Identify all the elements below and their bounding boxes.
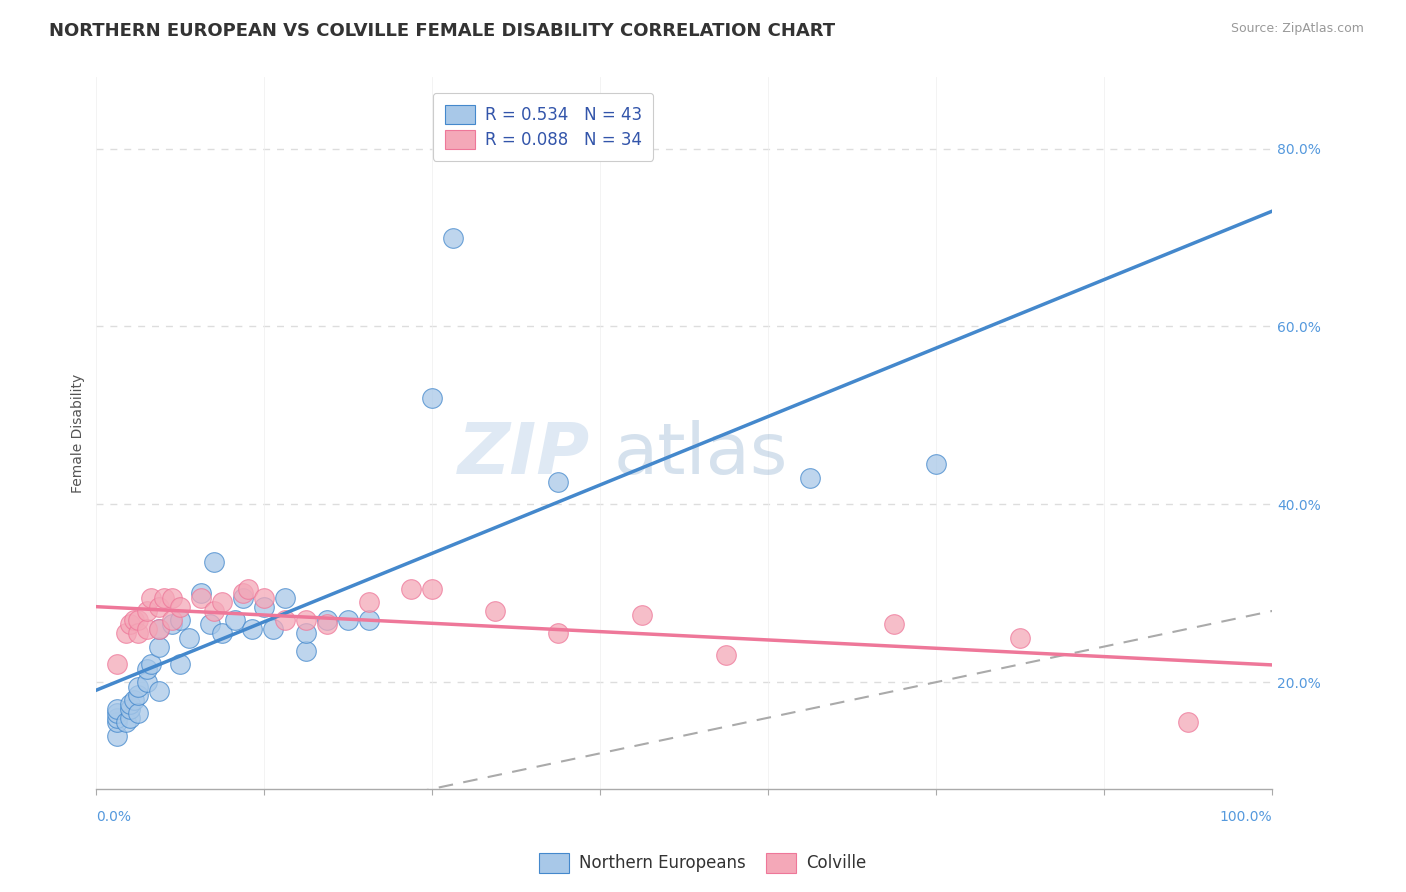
Point (359, 595, 381, 609)
Point (295, 626, 318, 640)
Point (148, 622, 170, 636)
Point (127, 626, 149, 640)
Point (547, 475, 569, 489)
Point (224, 613, 246, 627)
Point (105, 711, 128, 725)
Point (202, 604, 225, 618)
Point (631, 608, 654, 623)
Text: ZIP: ZIP (458, 420, 591, 489)
Point (122, 693, 145, 707)
Point (114, 715, 136, 730)
Point (547, 626, 569, 640)
Point (253, 599, 276, 614)
Point (253, 591, 276, 605)
Point (148, 599, 170, 614)
Point (399, 582, 422, 596)
Point (262, 622, 284, 636)
Text: Source: ZipAtlas.com: Source: ZipAtlas.com (1230, 22, 1364, 36)
Point (316, 613, 339, 627)
Point (1008, 631, 1031, 645)
Point (232, 586, 254, 600)
Point (274, 591, 297, 605)
Point (152, 591, 174, 605)
Point (118, 702, 141, 716)
Point (139, 657, 162, 672)
Point (148, 684, 170, 698)
Point (105, 706, 128, 721)
Point (714, 648, 737, 663)
Point (148, 622, 170, 636)
Point (135, 662, 157, 676)
Point (202, 555, 225, 569)
Point (127, 706, 149, 721)
Point (160, 617, 183, 632)
Point (420, 391, 443, 405)
Point (799, 470, 821, 484)
Point (160, 613, 183, 627)
Point (122, 613, 145, 627)
Point (295, 644, 318, 658)
Point (160, 591, 183, 605)
Point (135, 675, 157, 690)
Text: 100.0%: 100.0% (1219, 810, 1272, 824)
Text: atlas: atlas (613, 420, 787, 489)
Text: 0.0%: 0.0% (97, 810, 131, 824)
Point (118, 617, 141, 632)
Point (190, 586, 212, 600)
Point (420, 582, 443, 596)
Point (114, 626, 136, 640)
Point (316, 617, 339, 632)
Point (198, 617, 221, 632)
Point (484, 604, 506, 618)
Point (274, 613, 297, 627)
Point (211, 626, 233, 640)
Point (135, 604, 157, 618)
Point (127, 680, 149, 694)
Point (169, 613, 191, 627)
Point (1177, 715, 1199, 730)
Legend: Northern Europeans, Colville: Northern Europeans, Colville (533, 847, 873, 880)
Point (883, 617, 905, 632)
Point (232, 591, 254, 605)
Point (118, 711, 141, 725)
Point (148, 640, 170, 654)
Point (295, 613, 318, 627)
Point (127, 613, 149, 627)
Point (190, 591, 212, 605)
Point (169, 599, 191, 614)
Y-axis label: Female Disability: Female Disability (72, 374, 86, 492)
Point (127, 689, 149, 703)
Text: NORTHERN EUROPEAN VS COLVILLE FEMALE DISABILITY CORRELATION CHART: NORTHERN EUROPEAN VS COLVILLE FEMALE DIS… (49, 22, 835, 40)
Legend: R = 0.534   N = 43, R = 0.088   N = 34: R = 0.534 N = 43, R = 0.088 N = 34 (433, 93, 654, 161)
Point (139, 591, 162, 605)
Point (359, 613, 381, 627)
Point (240, 622, 263, 636)
Point (925, 457, 948, 471)
Point (337, 613, 360, 627)
Point (105, 715, 128, 730)
Point (177, 631, 200, 645)
Point (118, 698, 141, 712)
Point (211, 595, 233, 609)
Point (135, 622, 157, 636)
Point (236, 582, 259, 596)
Point (169, 657, 191, 672)
Point (105, 657, 128, 672)
Point (105, 729, 128, 743)
Point (105, 702, 128, 716)
Point (441, 230, 464, 244)
